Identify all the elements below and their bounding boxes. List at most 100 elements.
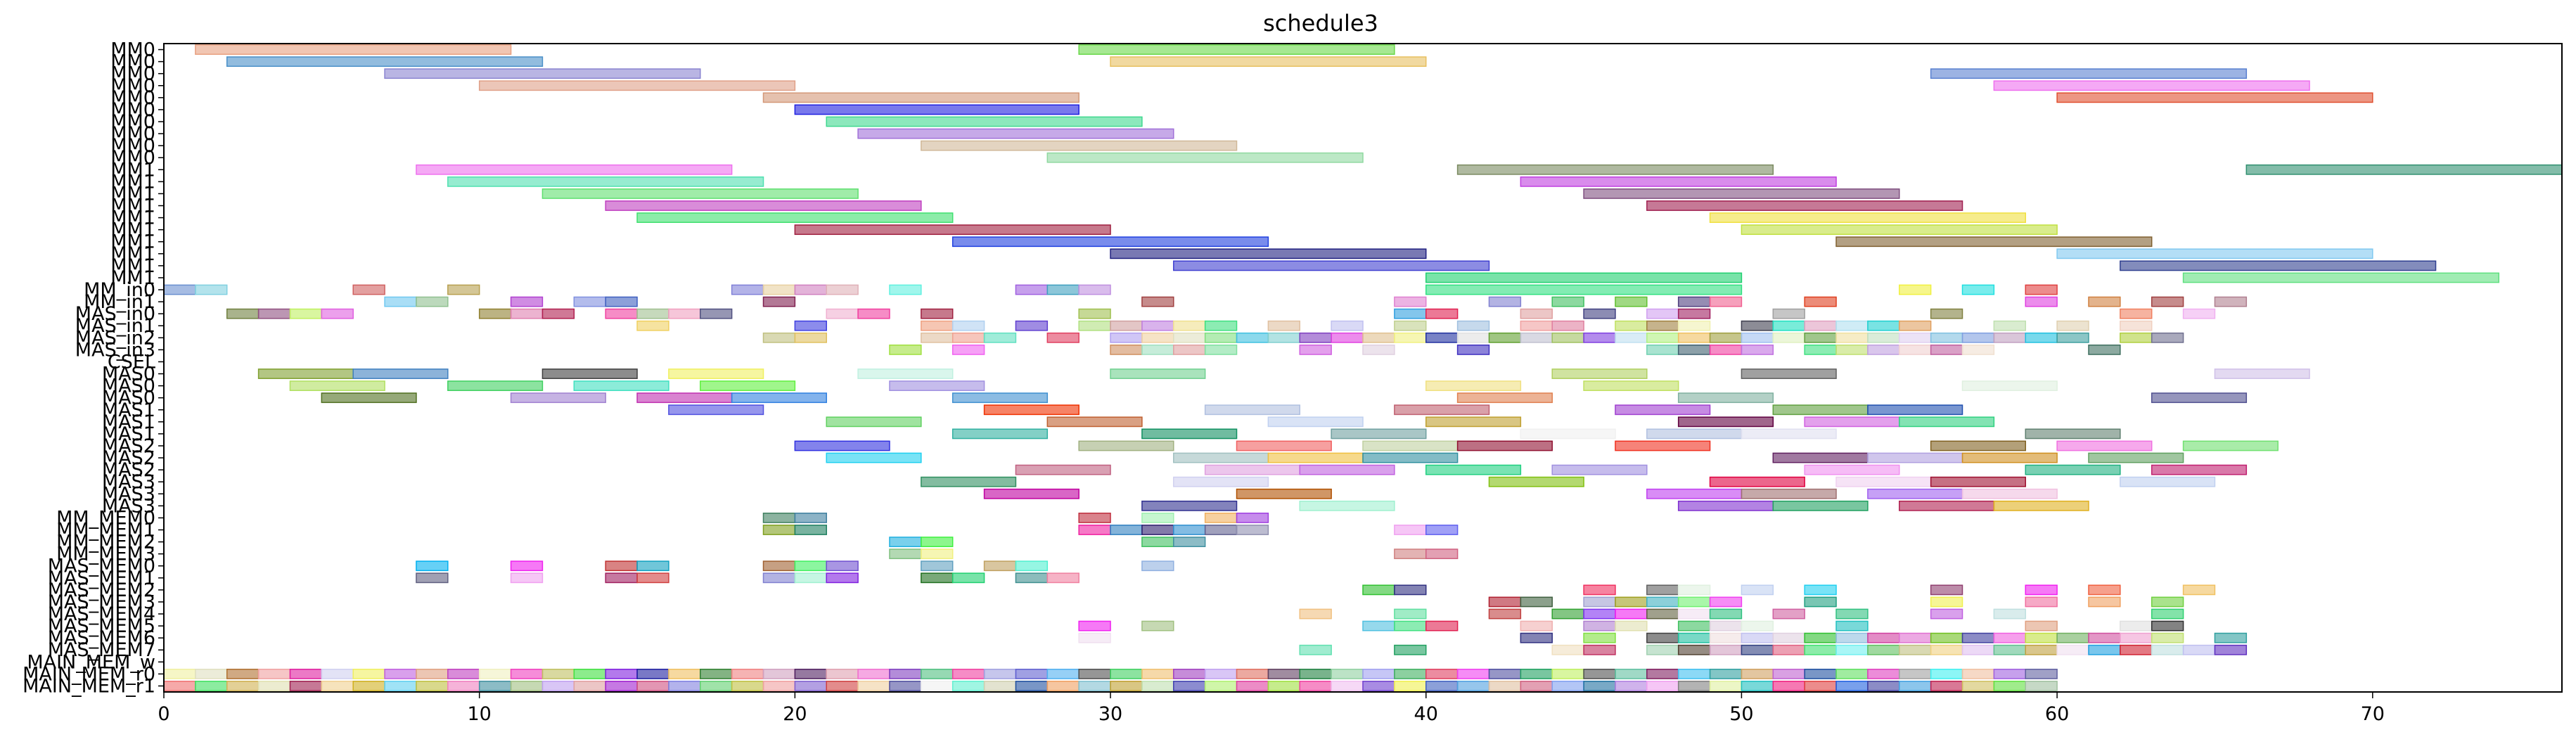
task-bar [1141, 500, 1238, 511]
task-bar [1362, 584, 1395, 596]
task-bar [1236, 525, 1269, 535]
task-bar [1646, 596, 1679, 608]
task-bar [1835, 644, 1869, 655]
task-bar [321, 308, 354, 319]
task-bar [1078, 513, 1111, 523]
task-bar [1299, 464, 1395, 475]
y-tick-label: MM1 [110, 171, 155, 193]
task-bar [826, 416, 922, 428]
task-bar [1804, 644, 1837, 655]
task-bar [195, 44, 512, 55]
task-bar [1425, 525, 1459, 535]
task-bar [889, 549, 922, 560]
task-bar [1993, 632, 2026, 643]
main-mem-bar [542, 668, 575, 679]
task-bar [1835, 236, 2153, 248]
task-bar [2214, 368, 2310, 379]
task-bar [983, 560, 1017, 572]
main-mem-bar [1173, 668, 1206, 679]
task-bar [321, 392, 417, 404]
task-bar [1488, 608, 1522, 620]
task-bar [921, 308, 954, 319]
task-bar [794, 104, 1079, 115]
task-bar [1520, 308, 1553, 319]
task-bar [2120, 332, 2153, 343]
task-bar [2025, 584, 2058, 596]
task-bar [1677, 392, 1774, 404]
main-mem-bar [1867, 681, 1900, 691]
task-bar [1961, 632, 1995, 643]
task-bar [857, 308, 890, 319]
task-bar [731, 284, 764, 295]
task-bar [1930, 344, 1963, 355]
task-bar [226, 56, 544, 68]
main-mem-bar [226, 681, 259, 691]
task-bar [1520, 596, 1553, 608]
task-bar [1741, 224, 2058, 236]
task-bar [573, 380, 669, 392]
task-bar [826, 572, 859, 584]
task-bar [1899, 320, 1932, 331]
task-bar [1677, 344, 1711, 355]
main-mem-bar [857, 681, 890, 691]
task-bar [1867, 644, 1900, 655]
task-bar [1551, 332, 1584, 343]
task-bar [447, 176, 764, 187]
task-bar [1394, 332, 1427, 343]
y-tick-label: MM1 [110, 255, 155, 277]
y-tick-label: MM_MEM3 [56, 544, 155, 565]
task-bar [257, 308, 291, 319]
task-bar [1615, 296, 1648, 307]
main-mem-bar [416, 668, 449, 679]
main-mem-bar [1835, 668, 1869, 679]
y-tick-label: MAIN_MEM_r0 [23, 663, 155, 685]
task-bar [1677, 332, 1711, 343]
task-bar [794, 332, 827, 343]
main-mem-bar [731, 668, 764, 679]
task-bar [1835, 332, 1869, 343]
main-mem-bar [416, 681, 449, 691]
task-bar [1583, 632, 1616, 643]
y-tick-label: MAS3 [102, 495, 155, 517]
task-bar [1110, 332, 1143, 343]
task-bar [1615, 608, 1648, 620]
task-bar [2120, 632, 2153, 643]
task-bar [1615, 596, 1648, 608]
task-bar [1394, 525, 1427, 535]
task-bar [1677, 308, 1711, 319]
task-bar [1046, 416, 1143, 428]
task-bar [1961, 332, 1995, 343]
task-bar [1804, 596, 1837, 608]
plot-frame [163, 43, 2563, 693]
task-bar [1961, 380, 2058, 392]
task-bar [1456, 332, 1490, 343]
main-mem-bar [1456, 681, 1490, 691]
task-bar [1772, 632, 1805, 643]
main-mem-bar [1583, 668, 1616, 679]
y-tick-label: MM0 [110, 135, 155, 157]
main-mem-bar [2025, 668, 2058, 679]
task-bar [2056, 332, 2089, 343]
task-bar [1173, 320, 1206, 331]
main-mem-bar [1993, 668, 2026, 679]
task-bar [1646, 200, 1963, 211]
chart-title: schedule3 [1263, 10, 1378, 37]
task-bar [1078, 308, 1111, 319]
main-mem-bar [605, 681, 638, 691]
y-tick-label: MAS0 [102, 387, 155, 409]
main-mem-bar [1930, 668, 1963, 679]
main-mem-bar [1488, 668, 1522, 679]
task-bar [1867, 452, 1963, 463]
task-bar [2182, 272, 2500, 283]
task-bar [1646, 644, 1679, 655]
main-mem-bar [1804, 681, 1837, 691]
task-bar [1741, 332, 1774, 343]
main-mem-bar [1646, 681, 1679, 691]
task-bar [1741, 428, 1837, 440]
task-bar [1772, 452, 1869, 463]
task-bar [1709, 644, 1743, 655]
task-bar [605, 296, 638, 307]
task-bar [1583, 584, 1616, 596]
main-mem-bar [921, 681, 954, 691]
